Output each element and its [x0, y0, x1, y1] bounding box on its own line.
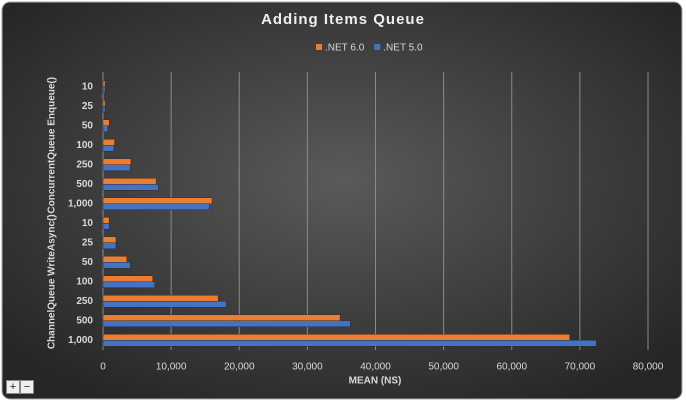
bar — [102, 178, 157, 185]
x-tick-label: 60,000 — [496, 362, 527, 373]
y-tick-label: 1,000 — [68, 335, 93, 346]
y-tick-label: 100 — [76, 276, 93, 287]
bar — [102, 86, 106, 93]
zoom-out-button[interactable]: − — [20, 380, 34, 394]
y-tick-label: 50 — [82, 257, 94, 268]
legend-swatch — [374, 44, 381, 50]
bar — [102, 139, 115, 146]
bar — [102, 256, 128, 263]
x-tick-label: 50,000 — [428, 362, 459, 373]
y-tick-label: 25 — [82, 101, 94, 112]
x-tick-label: 40,000 — [360, 362, 391, 373]
bar — [102, 197, 213, 204]
x-tick-label: 20,000 — [224, 362, 255, 373]
bar — [102, 340, 597, 347]
y-tick-label: 50 — [82, 120, 94, 131]
x-tick-label: 10,000 — [156, 362, 187, 373]
y-tick-label: 10 — [82, 81, 94, 92]
group-label: ConcurrentQueue Enqueue() — [47, 77, 58, 214]
x-tick-label: 0 — [100, 362, 106, 373]
bar — [102, 158, 132, 165]
y-tick-label: 1,000 — [68, 198, 93, 209]
y-tick-label: 500 — [76, 315, 93, 326]
bar — [102, 100, 106, 107]
x-axis-title: MEAN (NS) — [349, 376, 402, 387]
y-tick-label: 100 — [76, 140, 93, 151]
bar — [102, 119, 110, 126]
bar — [102, 164, 131, 171]
group-label: ChannelQueue WriteAsync() — [47, 214, 58, 349]
bar — [102, 203, 210, 210]
bar — [102, 320, 351, 327]
x-tick-label: 80,000 — [633, 362, 664, 373]
y-tick-label: 500 — [76, 179, 93, 190]
bar — [102, 217, 110, 224]
bar — [102, 242, 117, 249]
bar — [102, 223, 110, 230]
chart-title: Adding Items Queue — [261, 11, 425, 28]
legend-label: .NET 6.0 — [325, 43, 365, 54]
bar — [102, 275, 153, 282]
bar — [102, 106, 106, 113]
bar — [102, 145, 115, 152]
legend-label: .NET 5.0 — [383, 43, 423, 54]
bar — [102, 295, 219, 302]
y-tick-label: 250 — [76, 159, 93, 170]
bar — [102, 281, 155, 288]
bar — [102, 334, 570, 341]
y-tick-label: 10 — [82, 218, 94, 229]
y-tick-label: 250 — [76, 296, 93, 307]
x-tick-label: 30,000 — [292, 362, 323, 373]
legend-swatch — [316, 44, 322, 50]
bar — [102, 262, 131, 269]
bar — [102, 314, 341, 321]
bar — [102, 184, 159, 191]
zoom-in-button[interactable]: + — [6, 380, 20, 394]
bar — [102, 301, 227, 308]
bar — [102, 80, 106, 87]
bar — [102, 236, 117, 243]
bar — [102, 125, 108, 132]
y-tick-label: 25 — [82, 237, 94, 248]
x-tick-label: 70,000 — [565, 362, 596, 373]
